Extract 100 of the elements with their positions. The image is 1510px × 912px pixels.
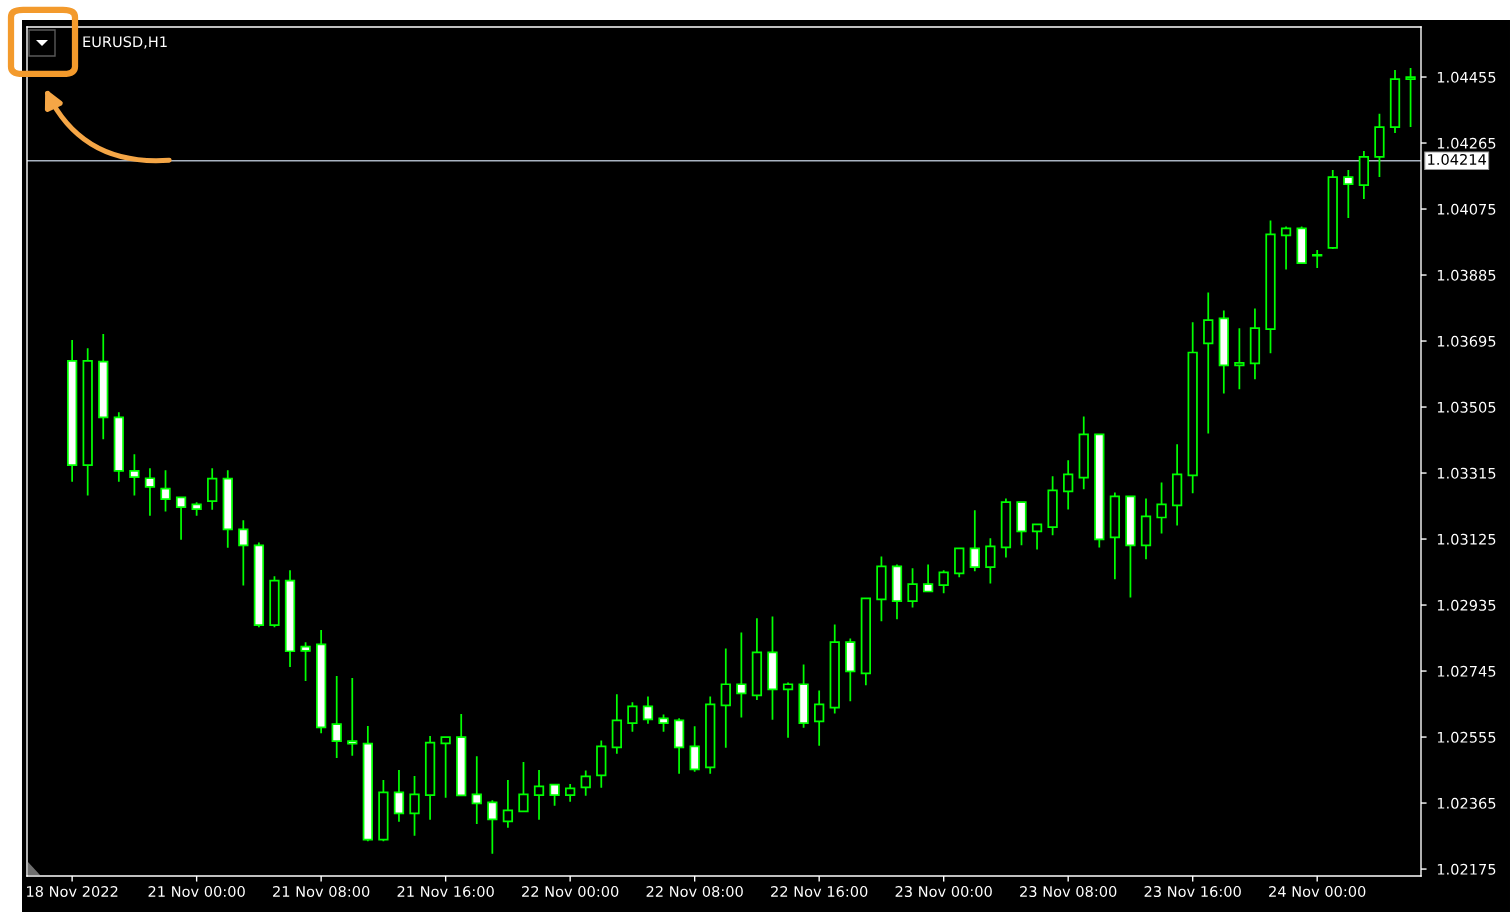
candlestick xyxy=(611,693,622,755)
candlestick xyxy=(876,555,887,623)
candlestick xyxy=(689,725,700,773)
candlestick xyxy=(922,563,934,593)
y-tick-label: 1.03695 xyxy=(1437,335,1496,347)
candlestick xyxy=(658,713,669,733)
candlestick xyxy=(1218,309,1229,395)
candlestick xyxy=(1171,443,1183,527)
candlestick xyxy=(1156,481,1167,535)
y-tick-label: 1.03505 xyxy=(1437,401,1496,413)
candlestick xyxy=(549,783,560,807)
candlestick xyxy=(471,755,482,825)
candlestick xyxy=(269,575,280,629)
candlestick xyxy=(1203,291,1214,435)
candlestick xyxy=(627,701,638,733)
candlestick xyxy=(673,717,685,775)
x-tick-label: 22 Nov 16:00 xyxy=(771,885,868,898)
candlestick xyxy=(1187,321,1198,495)
candlestick xyxy=(129,453,140,497)
y-tick-label: 1.04455 xyxy=(1437,71,1496,83)
candlestick xyxy=(751,617,763,701)
candlestick xyxy=(814,689,825,747)
candlestick xyxy=(860,597,872,687)
candlestick xyxy=(253,541,265,629)
candlestick xyxy=(845,637,856,703)
candlestick xyxy=(767,615,778,721)
y-tick-label: 1.02555 xyxy=(1437,731,1496,743)
candlestick xyxy=(1389,69,1401,134)
candlestick xyxy=(82,347,93,497)
candlestick xyxy=(969,509,980,573)
y-tick-label: 1.02175 xyxy=(1437,863,1496,875)
candlestick xyxy=(175,495,187,541)
candlestick xyxy=(160,469,171,513)
candlestick xyxy=(1000,497,1012,559)
y-tick-label: 1.03885 xyxy=(1437,269,1496,281)
x-tick-label: 18 Nov 2022 xyxy=(27,885,118,898)
candlestick xyxy=(362,725,373,843)
candlestick xyxy=(1327,169,1338,250)
candlestick xyxy=(533,769,545,821)
candlestick xyxy=(642,695,654,725)
y-tick-label: 1.02745 xyxy=(1437,665,1496,677)
candlestick xyxy=(502,779,514,829)
candlestick xyxy=(829,623,840,715)
y-tick-label: 1.03315 xyxy=(1437,467,1496,479)
candlestick xyxy=(207,467,218,511)
candlestick xyxy=(378,779,389,843)
candlestick xyxy=(113,411,124,483)
candlestick xyxy=(456,713,467,797)
candlestick xyxy=(907,567,918,609)
candlestick xyxy=(1296,225,1307,265)
candlestick xyxy=(424,735,436,821)
candlestick xyxy=(284,569,296,668)
candlestick xyxy=(1078,415,1089,491)
candlestick xyxy=(891,563,903,621)
candlestick xyxy=(1312,249,1323,269)
y-tick-label: 1.04265 xyxy=(1437,137,1496,149)
candlestick xyxy=(1358,150,1370,200)
candlestick xyxy=(331,675,342,759)
x-tick-label: 21 Nov 08:00 xyxy=(273,885,370,898)
x-tick-label: 22 Nov 08:00 xyxy=(646,885,743,898)
candlestick xyxy=(66,339,78,483)
y-tick-label: 1.03125 xyxy=(1437,533,1496,545)
candlestick xyxy=(300,641,311,682)
x-tick-label: 22 Nov 00:00 xyxy=(522,885,619,898)
y-tick-label: 1.02935 xyxy=(1437,599,1496,611)
candlestick xyxy=(580,769,591,797)
candlestick xyxy=(409,775,420,837)
x-tick-label: 21 Nov 00:00 xyxy=(148,885,245,898)
candlestick xyxy=(985,537,996,585)
candlestick xyxy=(1047,475,1058,537)
candlestick xyxy=(1265,219,1276,355)
candlestick xyxy=(1031,523,1043,551)
candlestick xyxy=(144,467,156,517)
candlestick xyxy=(1109,491,1121,581)
candlestick xyxy=(1140,497,1152,561)
candlestick xyxy=(1405,67,1416,128)
candlestick xyxy=(720,647,731,749)
candlestick xyxy=(1374,112,1385,178)
candlestick xyxy=(222,469,233,549)
candlestick xyxy=(798,663,809,729)
x-tick-label: 21 Nov 16:00 xyxy=(397,885,494,898)
x-tick-label: 23 Nov 00:00 xyxy=(895,885,992,898)
candlestick xyxy=(938,569,949,595)
y-tick-label: 1.02365 xyxy=(1437,797,1496,809)
candlestick xyxy=(1094,433,1105,549)
candlestick xyxy=(238,519,249,587)
candlestick xyxy=(1016,501,1027,547)
candlestick xyxy=(782,681,794,739)
candlestick xyxy=(440,735,451,799)
candlestick xyxy=(1280,225,1292,271)
x-tick-label: 23 Nov 16:00 xyxy=(1144,885,1241,898)
candlestick xyxy=(736,631,747,719)
candlestick xyxy=(518,761,529,813)
ref-line-label: 1.04214 xyxy=(1428,153,1487,165)
candlestick xyxy=(1249,307,1261,381)
candlestick xyxy=(347,677,358,757)
candlestick xyxy=(487,799,498,855)
candlestick xyxy=(1234,327,1245,391)
candlestick xyxy=(596,739,607,789)
candlestick xyxy=(191,501,202,517)
